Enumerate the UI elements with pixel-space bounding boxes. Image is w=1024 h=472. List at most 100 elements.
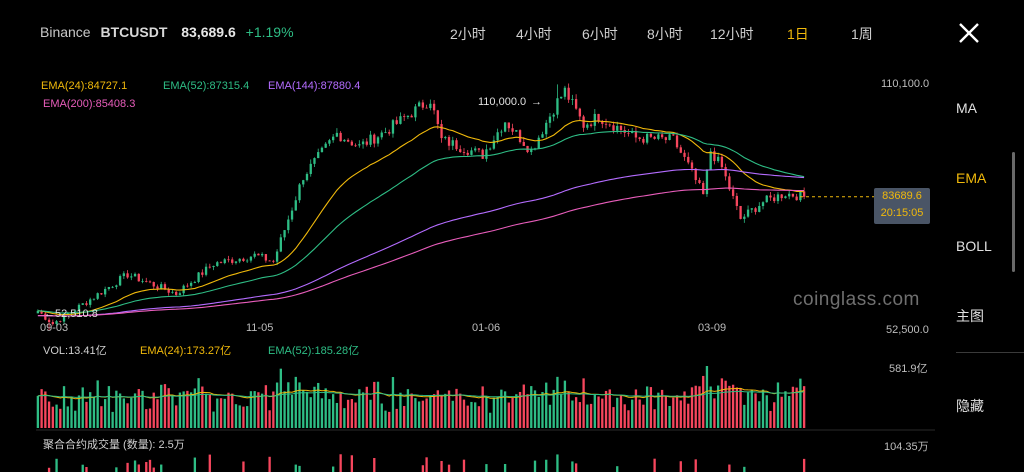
candle (246, 260, 249, 262)
aggregated-volume-legend: 聚合合约成交量 (数量): 2.5万 (43, 439, 185, 451)
candles-layer (36, 83, 806, 330)
candlestick-chart[interactable] (0, 0, 940, 472)
volume-bar (107, 386, 111, 428)
volume-bar (186, 390, 189, 428)
aggregated-volume-bar (556, 454, 559, 472)
volume-bar (309, 397, 312, 428)
volume-bar (242, 406, 245, 428)
volume-bar (720, 378, 724, 428)
volume-bar (305, 391, 309, 428)
volume-bar (705, 366, 709, 428)
volume-bar (488, 412, 492, 428)
candle (459, 149, 462, 153)
volume-bar (246, 406, 249, 428)
candle (365, 141, 368, 145)
tab-interval-1d[interactable]: 1日 (787, 26, 809, 42)
volume-bar (642, 404, 645, 428)
close-icon[interactable] (956, 20, 982, 46)
candle (100, 293, 103, 295)
side-item-hide[interactable]: 隐藏 (956, 398, 984, 414)
candle (294, 200, 297, 211)
volume-bar (776, 382, 780, 428)
candle (391, 120, 395, 134)
volume-bar (201, 386, 204, 428)
aggregated-volume-bar (462, 459, 466, 472)
candle (634, 130, 638, 138)
side-item-boll[interactable]: BOLL (956, 238, 992, 254)
volume-bar (631, 399, 634, 428)
candle (175, 291, 178, 295)
aggregated-volume-bar (133, 460, 137, 472)
tab-interval-12h[interactable]: 12小时 (710, 26, 754, 42)
tab-interval-4h[interactable]: 4小时 (516, 26, 552, 42)
aggregated-volume-bar (193, 457, 197, 472)
side-item-ema[interactable]: EMA (956, 170, 987, 186)
volume-bar (507, 402, 510, 428)
volume-bar (537, 396, 540, 428)
aggregated-volume-bar (447, 464, 451, 472)
tab-interval-8h[interactable]: 8小时 (647, 26, 683, 42)
volume-bar (365, 386, 368, 428)
candle (167, 289, 170, 293)
volume-bar (571, 400, 574, 428)
tab-interval-2h[interactable]: 2小时 (450, 26, 486, 42)
candle (660, 134, 664, 138)
candle (399, 116, 402, 124)
pair-name[interactable]: BTCUSDT (100, 24, 168, 40)
candle (780, 194, 783, 199)
candle (216, 262, 219, 266)
tab-interval-1w[interactable]: 1周 (851, 26, 873, 42)
candle (548, 116, 552, 123)
candle (328, 140, 331, 144)
candle (298, 184, 301, 201)
volume-bar (462, 399, 466, 428)
volume-bar (515, 394, 518, 428)
tab-interval-6h[interactable]: 6小时 (582, 26, 618, 42)
volume-bar (451, 400, 454, 428)
volume-bar (496, 396, 499, 428)
side-scrollbar[interactable] (1012, 152, 1015, 272)
volume-bar (541, 392, 544, 428)
indicator-side-menu: MA EMA BOLL 主图 隐藏 (940, 64, 1024, 472)
candle (193, 281, 197, 283)
volume-bar (189, 392, 193, 428)
side-item-ma[interactable]: MA (956, 100, 977, 116)
volume-bar (567, 391, 570, 428)
price-axis-bottom: 52,500.0 (886, 324, 929, 336)
side-divider (956, 352, 1024, 353)
candle (115, 285, 118, 287)
candle (369, 134, 372, 145)
high-annotation: 110,000.0 (478, 96, 527, 108)
candle (227, 259, 230, 261)
volume-bar (193, 388, 197, 428)
candle (612, 125, 615, 131)
aggregated-volume-axis: 104.35万 (884, 441, 929, 453)
candle (750, 208, 753, 210)
candle (346, 139, 350, 142)
volume-bar (485, 397, 488, 428)
volume-bar (694, 385, 697, 428)
ema-lines-layer (37, 119, 805, 317)
volume-bar (223, 398, 226, 428)
candle (66, 313, 69, 315)
aggregated-volume-bar (85, 467, 88, 472)
volume-bar (96, 380, 99, 428)
volume-bar (44, 391, 47, 428)
candle (96, 293, 99, 299)
volume-bar (746, 392, 750, 428)
volume-bar (264, 385, 268, 428)
volume-bar (675, 395, 679, 428)
candle (257, 253, 260, 256)
volume-bar (432, 394, 436, 428)
candle (642, 138, 645, 143)
volume-bar (698, 386, 701, 428)
volume-bar (582, 378, 585, 428)
aggregated-volume-bar (743, 466, 746, 472)
volume-bar (773, 402, 776, 428)
candle (89, 299, 92, 305)
side-item-main-chart[interactable]: 主图 (956, 308, 984, 324)
volume-bar (604, 390, 608, 428)
candle (556, 98, 559, 115)
aggregated-volume-bar (802, 458, 806, 472)
candle (358, 144, 361, 146)
